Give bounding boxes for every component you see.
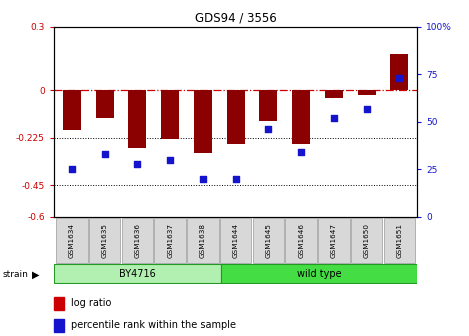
Bar bbox=[194, 90, 212, 154]
Bar bbox=[54, 319, 64, 332]
Point bbox=[265, 127, 272, 132]
FancyBboxPatch shape bbox=[384, 218, 415, 263]
Point bbox=[396, 76, 403, 81]
FancyBboxPatch shape bbox=[54, 264, 221, 283]
Bar bbox=[54, 297, 64, 310]
Text: percentile rank within the sample: percentile rank within the sample bbox=[71, 320, 236, 330]
Bar bbox=[390, 54, 408, 90]
FancyBboxPatch shape bbox=[253, 218, 284, 263]
Bar bbox=[358, 90, 376, 95]
Text: log ratio: log ratio bbox=[71, 298, 111, 308]
Bar bbox=[161, 90, 179, 139]
Text: GSM1634: GSM1634 bbox=[69, 223, 75, 258]
Text: GSM1651: GSM1651 bbox=[396, 223, 402, 258]
FancyBboxPatch shape bbox=[154, 218, 186, 263]
Point bbox=[199, 176, 207, 181]
Text: GSM1637: GSM1637 bbox=[167, 223, 173, 258]
FancyBboxPatch shape bbox=[187, 218, 219, 263]
Point bbox=[166, 157, 174, 163]
Bar bbox=[129, 90, 146, 148]
Point bbox=[330, 115, 338, 121]
Text: GSM1644: GSM1644 bbox=[233, 223, 239, 258]
Text: GSM1646: GSM1646 bbox=[298, 223, 304, 258]
Bar bbox=[96, 90, 113, 118]
Point bbox=[68, 167, 76, 172]
Text: GSM1650: GSM1650 bbox=[363, 223, 370, 258]
FancyBboxPatch shape bbox=[318, 218, 349, 263]
FancyBboxPatch shape bbox=[351, 218, 382, 263]
Text: GSM1645: GSM1645 bbox=[265, 223, 272, 258]
FancyBboxPatch shape bbox=[122, 218, 153, 263]
Text: GSM1647: GSM1647 bbox=[331, 223, 337, 258]
FancyBboxPatch shape bbox=[286, 218, 317, 263]
Title: GDS94 / 3556: GDS94 / 3556 bbox=[195, 11, 277, 24]
Text: strain: strain bbox=[2, 270, 28, 279]
Point bbox=[297, 150, 305, 155]
Point bbox=[134, 161, 141, 166]
FancyBboxPatch shape bbox=[89, 218, 121, 263]
Bar bbox=[325, 90, 343, 97]
FancyBboxPatch shape bbox=[220, 218, 251, 263]
Bar bbox=[292, 90, 310, 144]
Bar bbox=[63, 90, 81, 130]
Bar bbox=[227, 90, 245, 144]
Text: wild type: wild type bbox=[297, 268, 341, 279]
Text: GSM1638: GSM1638 bbox=[200, 223, 206, 258]
Point bbox=[232, 176, 239, 181]
Point bbox=[363, 106, 371, 111]
Text: ▶: ▶ bbox=[32, 269, 39, 280]
Text: BY4716: BY4716 bbox=[119, 268, 156, 279]
Text: GSM1636: GSM1636 bbox=[135, 223, 140, 258]
Point bbox=[101, 152, 108, 157]
Text: GSM1635: GSM1635 bbox=[102, 223, 108, 258]
Bar bbox=[259, 90, 278, 121]
FancyBboxPatch shape bbox=[221, 264, 417, 283]
FancyBboxPatch shape bbox=[56, 218, 88, 263]
